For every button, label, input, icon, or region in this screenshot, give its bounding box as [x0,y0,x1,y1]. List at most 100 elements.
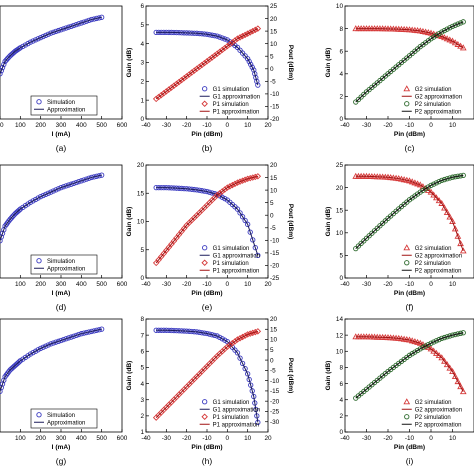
data-point-simulation [55,27,62,34]
series-line-p2-approximation [355,332,464,399]
y-axis-label: Gain (dB) [126,207,133,237]
panel-caption: (f) [405,302,413,312]
x-tick-label: 0 [429,435,433,442]
data-point-simulation [38,345,44,352]
x-tick-label: -10 [202,435,212,442]
legend-entry: G2 simulation [415,87,452,93]
data-point-simulation [27,39,34,45]
data-point-simulation [48,189,54,195]
legend-entry: P2 approximation [415,109,462,115]
legend-entry: Simulation [47,100,75,106]
data-point-p2-simulation [447,333,453,339]
y-tick-label: 2 [339,94,343,101]
data-point-p2-simulation [406,352,413,358]
data-point-simulation [65,335,72,341]
x-tick-label: -30 [162,435,172,442]
y-tick-label: 8 [339,26,343,33]
series-line-approximation [0,174,102,241]
legend-entry: P2 simulation [415,102,451,108]
data-point-simulation [38,34,44,41]
panel-caption: (i) [406,456,414,466]
data-point-simulation [0,68,4,74]
data-point-simulation [50,188,57,194]
data-point-p2-simulation [431,34,437,40]
data-point-g2-simulation [430,347,438,354]
data-point-g1-simulation [249,388,255,394]
y-tick-label: 25 [336,162,344,169]
data-point-simulation [45,31,51,37]
y-tick-label: 6 [140,3,144,10]
y2-tick-label: -20 [270,263,280,270]
x-tick-label: 400 [76,122,87,129]
legend-marker-symbol [202,245,208,251]
panel-d: 100 200 300 400 500 600 I (mA) SimulationApprox… [0,164,128,312]
plot-area [0,326,105,394]
legend-entry: Simulation [47,413,75,419]
y2-tick-label: -10 [270,91,280,98]
data-point-g1-simulation [249,64,255,70]
legend-entry: G2 approximation [415,407,462,413]
y-tick-label: 10 [336,3,344,10]
data-point-p2-simulation [414,347,421,354]
y2-axis-label: Pout (dBm) [287,358,294,394]
y2-tick-label: -5 [270,225,276,232]
plot-area [152,173,262,267]
data-point-simulation [43,191,49,198]
x-axis-label: I (mA) [52,444,71,451]
panel-caption: (c) [405,143,415,153]
x-tick-label: 0 [429,122,433,129]
data-point-g2-simulation [449,367,456,374]
data-point-g1-simulation [209,190,215,196]
legend-entry: P2 approximation [415,268,462,274]
data-point-simulation [48,341,54,347]
data-point-simulation [53,339,59,345]
data-point-simulation [86,17,92,24]
x-axis-label: Pin (dBm) [191,444,222,451]
x-tick-label: 10 [449,122,457,129]
y2-tick-label: 0 [270,66,274,73]
data-point-simulation [32,348,39,354]
data-point-g1-simulation [252,244,258,251]
series-line-p1-approximation [155,175,258,264]
series-line-p1-approximation [155,330,258,418]
x-tick-label: -30 [162,122,172,129]
data-point-simulation [50,29,57,35]
y-tick-label: 8 [339,365,343,372]
data-point-p2-simulation [417,346,423,352]
data-point-p2-simulation [428,340,434,346]
legend-entry: P2 simulation [415,415,451,421]
data-point-simulation [35,195,41,201]
data-point-p2-simulation [422,343,429,349]
data-point-p2-simulation [425,341,431,348]
legend-marker-symbol [403,85,411,92]
legend-marker-symbol [404,260,410,266]
data-point-g2-simulation [457,383,464,390]
series-line-p2-approximation [355,174,464,249]
data-point-simulation [22,42,29,48]
data-point-g1-simulation [239,214,246,220]
data-point-p1-simulation [254,173,262,180]
x-tick-label: 200 [35,435,46,442]
data-point-g2-simulation [419,183,427,190]
y-axis-label: Gain (dB) [126,48,133,78]
data-point-simulation [17,45,23,51]
data-point-simulation [73,332,79,339]
y-tick-label: 1 [140,429,144,436]
legend-entry: G2 simulation [415,246,452,252]
x-tick-label: 200 [35,281,46,288]
x-tick-label: 100 [15,435,26,442]
x-tick-label: 10 [449,435,457,442]
plot-area [0,172,105,244]
data-point-g1-simulation [222,195,228,202]
y2-tick-label: -10 [270,378,280,385]
y2-tick-label: 15 [270,326,278,333]
data-point-g2-simulation [441,204,448,211]
legend-marker-symbol [201,259,208,266]
data-point-simulation [43,32,49,39]
data-point-g1-simulation [222,337,228,343]
y2-tick-label: -15 [270,250,280,257]
data-point-simulation [0,238,3,244]
plot-area [152,327,262,425]
y-axis-label: Gain (dB) [325,361,332,391]
